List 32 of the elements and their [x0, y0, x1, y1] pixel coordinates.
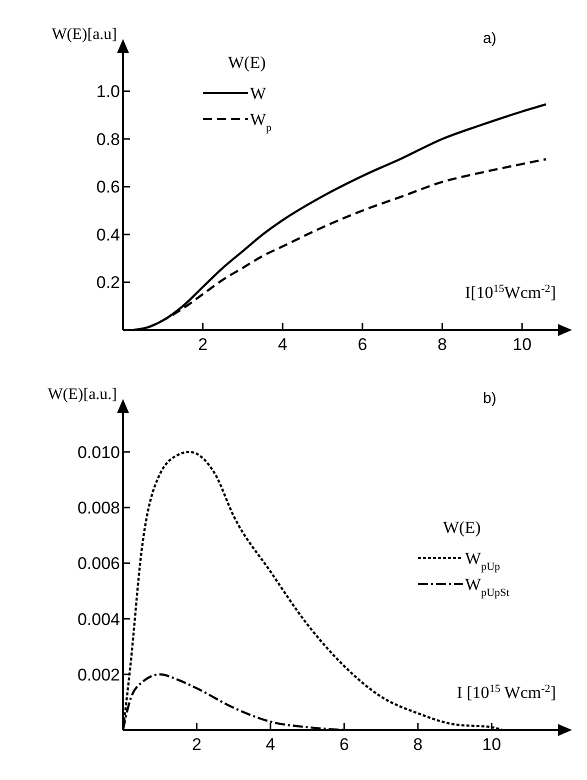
x-tick-label: 2	[198, 335, 208, 354]
x-tick-label: 4	[266, 735, 276, 754]
x-axis-title: I [10$^{15}$ Wcm$^{-2}$]	[456, 683, 556, 702]
legend-label: W$_{pUp}$	[465, 549, 501, 573]
y-tick-label: 0.002	[77, 665, 120, 684]
x-tick-label: 10	[482, 735, 502, 754]
legend-label: W$_{p}$	[250, 110, 272, 134]
x-tick-label: 4	[278, 335, 288, 354]
x-tick-label: 10	[512, 335, 532, 354]
y-axis-title: W(E)[a.u.]	[48, 386, 117, 403]
y-tick-label: 0.2	[96, 273, 120, 292]
x-tick-label: 6	[358, 335, 368, 354]
x-tick-label: 2	[192, 735, 202, 754]
y-tick-label: 0.004	[77, 610, 120, 629]
legend-label: W	[250, 84, 267, 103]
x-axis-title: I[10$^{15}$Wcm$^{-2}$]	[464, 283, 556, 302]
y-tick-label: 0.8	[96, 130, 120, 149]
x-tick-label: 8	[413, 735, 423, 754]
y-tick-label: 0.008	[77, 498, 120, 518]
y-axis-title: W(E)[a.u]	[52, 26, 117, 43]
x-tick-label: 8	[438, 335, 447, 354]
x-tick-label: 6	[339, 735, 349, 754]
y-tick-label: 1.0	[96, 82, 120, 102]
y-tick-label: 0.4	[96, 225, 120, 244]
chart-title: a)	[483, 30, 496, 47]
y-tick-label: 0.006	[77, 554, 120, 574]
legend-title: W(E)	[228, 53, 266, 72]
legend-label: W$_{pUpSt}$	[465, 575, 510, 599]
legend-title: W(E)	[443, 518, 481, 537]
chart-title: b)	[483, 390, 496, 407]
y-tick-label: 0.6	[96, 178, 120, 197]
y-tick-label: 0.010	[77, 442, 120, 462]
